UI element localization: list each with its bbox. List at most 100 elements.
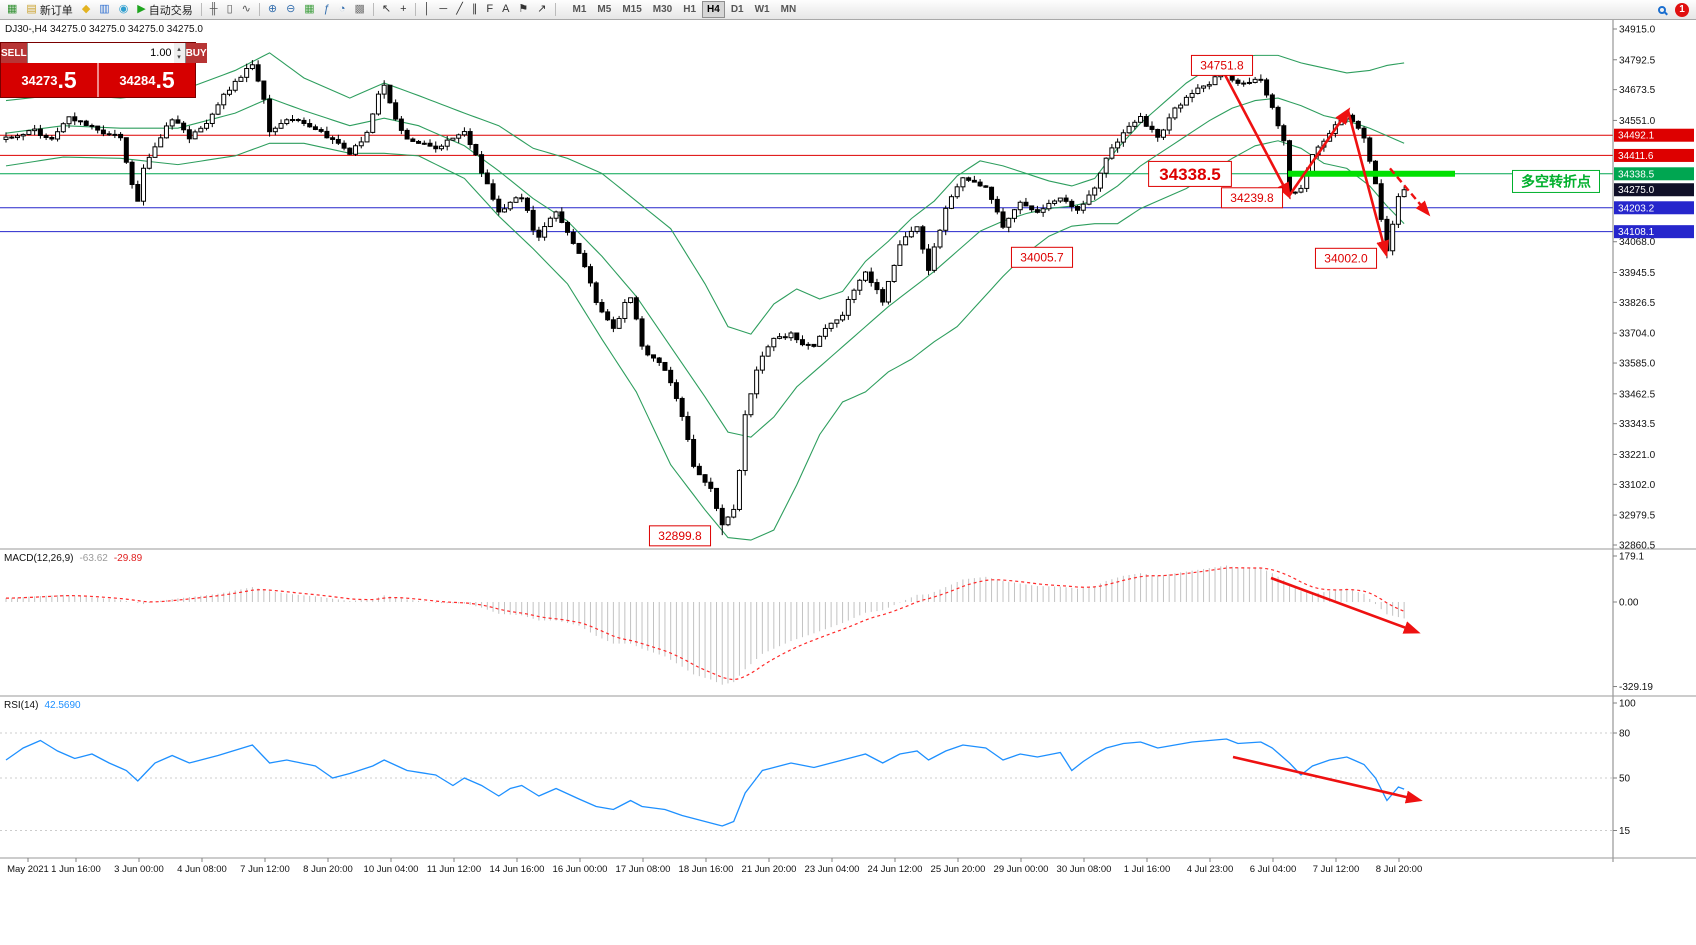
annotation-text: 34002.0 <box>1324 252 1368 266</box>
indicators-button[interactable]: ƒ <box>320 1 334 18</box>
chart-canvas[interactable]: 34751.8 34338.5 34239.8 34005.7 34002.0 32899… <box>0 20 1696 945</box>
time-tick-label[interactable]: 8 Jun 20:00 <box>303 864 353 875</box>
market-watch-button[interactable]: ▥ <box>95 1 113 18</box>
trendline-tool-button[interactable]: ╱ <box>452 1 467 18</box>
time-tick-label[interactable]: 18 Jun 16:00 <box>679 864 734 875</box>
main-chart-panel[interactable] <box>0 52 1613 541</box>
text-tool-button[interactable]: A <box>498 1 513 18</box>
time-tick-label[interactable]: 17 Jun 08:00 <box>616 864 671 875</box>
new-order-button[interactable]: ▤ 新订单 <box>22 1 76 18</box>
candlestick-mode-button[interactable]: ▯ <box>223 1 237 18</box>
time-tick-label[interactable]: 8 Jul 20:00 <box>1376 864 1422 875</box>
volume-increase-button[interactable]: ▴ <box>177 45 181 53</box>
line-chart-mode-icon: ∿ <box>241 3 251 15</box>
notification-badge[interactable]: 1 <box>1675 2 1689 17</box>
bollinger-middle-band <box>5 97 1405 438</box>
timeframe-m15-button[interactable]: M15 <box>617 1 646 18</box>
annotation-box <box>648 525 712 547</box>
templates-button[interactable]: ▩ <box>350 1 368 18</box>
cursor-button[interactable]: ↖ <box>378 1 395 18</box>
price-tick-label: 34551.0 <box>1619 116 1656 127</box>
time-tick-label[interactable]: 23 Jun 04:00 <box>805 864 860 875</box>
line-chart-mode-button[interactable]: ∿ <box>238 1 255 18</box>
price-tick-label: 33826.5 <box>1619 298 1656 309</box>
time-tick-label[interactable]: 4 Jul 23:00 <box>1187 864 1233 875</box>
axis-price-flag-text: 34275.0 <box>1618 185 1655 196</box>
chart-window[interactable]: 34751.8 34338.5 34239.8 34005.7 34002.0 32899… <box>0 20 1696 945</box>
data-window-button[interactable]: ◉ <box>115 1 133 18</box>
timeframe-d1-button[interactable]: D1 <box>726 1 749 18</box>
trend-arrow <box>1287 107 1351 197</box>
zoom-in-button[interactable]: ⊕ <box>264 1 281 18</box>
volume-decrease-button[interactable]: ▾ <box>177 53 181 61</box>
time-tick-label[interactable]: 7 Jul 12:00 <box>1313 864 1359 875</box>
time-tick-label[interactable]: May 2021 <box>7 864 49 875</box>
channel-tool-button[interactable]: ∥ <box>468 1 482 18</box>
timeframe-m30-button[interactable]: M30 <box>648 1 677 18</box>
crosshair-button[interactable]: + <box>396 1 410 18</box>
buy-price-prefix: 34284 <box>119 72 156 88</box>
time-tick-label[interactable]: 4 Jun 08:00 <box>177 864 227 875</box>
one-click-trading-panel: SELL ▴ ▾ BUY 34273.5 34284.5 <box>0 42 207 98</box>
time-tick-label[interactable]: 3 Jun 00:00 <box>114 864 164 875</box>
axis-price-flag <box>1614 183 1694 197</box>
volume-input[interactable] <box>27 43 174 63</box>
time-tick-label[interactable]: 25 Jun 20:00 <box>931 864 986 875</box>
rsi-title: RSI(14) 42.5690 <box>4 700 81 711</box>
arrows-tool-button[interactable]: ↗ <box>533 1 550 18</box>
templates-icon: ▩ <box>354 3 365 15</box>
time-tick-label[interactable]: 1 Jul 16:00 <box>1124 864 1170 875</box>
horizontal-line-tool-button[interactable]: ─ <box>435 1 451 18</box>
price-tick-label: 33102.0 <box>1619 480 1656 491</box>
bollinger-lower-band <box>5 140 1405 541</box>
volume-stepper: ▴ ▾ <box>26 43 186 63</box>
favorites-button[interactable]: ◆ <box>78 1 94 18</box>
sell-price-display[interactable]: 34273.5 <box>1 63 97 97</box>
time-tick-label[interactable]: 11 Jun 12:00 <box>427 864 481 875</box>
chart-ohlc-label: DJ30-,H4 34275.0 34275.0 34275.0 34275.0 <box>5 24 203 35</box>
time-tick-label[interactable]: 29 Jun 00:00 <box>994 864 1049 875</box>
timeframe-mn-button[interactable]: MN <box>776 1 802 18</box>
fibonacci-tool-button[interactable]: F <box>482 1 497 18</box>
label-tool-icon: ⚑ <box>518 3 529 15</box>
time-tick-label[interactable]: 14 Jun 16:00 <box>490 864 545 875</box>
sell-button[interactable]: SELL <box>1 43 27 63</box>
time-tick-label[interactable]: 30 Jun 08:00 <box>1057 864 1112 875</box>
label-tool-button[interactable]: ⚑ <box>514 1 532 18</box>
time-tick-label[interactable]: 7 Jun 12:00 <box>240 864 290 875</box>
price-tick-label: 34915.0 <box>1619 25 1656 36</box>
vertical-line-tool-button[interactable]: │ <box>420 1 435 18</box>
auto-trading-label: 自动交易 <box>148 4 193 17</box>
price-tick-label: 33221.0 <box>1619 450 1656 461</box>
auto-trading-button[interactable]: ▶ 自动交易 <box>133 1 196 18</box>
timeframe-h1-button[interactable]: H1 <box>678 1 701 18</box>
annotation-box <box>1010 246 1074 268</box>
bar-chart-mode-button[interactable]: ╫ <box>206 1 222 18</box>
zoom-out-button[interactable]: ⊖ <box>282 1 299 18</box>
search-button[interactable] <box>1654 1 1670 18</box>
tile-windows-button[interactable]: ▦ <box>300 1 318 18</box>
time-tick-label[interactable]: 10 Jun 04:00 <box>364 864 419 875</box>
time-tick-label[interactable]: 21 Jun 20:00 <box>742 864 797 875</box>
time-tick-label[interactable]: 6 Jul 04:00 <box>1250 864 1296 875</box>
timeframe-w1-button[interactable]: W1 <box>750 1 775 18</box>
timeframe-m1-button[interactable]: M1 <box>568 1 592 18</box>
timeframe-h4-button[interactable]: H4 <box>702 1 725 18</box>
timeframe-m5-button[interactable]: M5 <box>592 1 616 18</box>
buy-price-display[interactable]: 34284.5 <box>97 63 195 97</box>
time-tick-label[interactable]: 24 Jun 12:00 <box>868 864 923 875</box>
time-tick-label[interactable]: 16 Jun 00:00 <box>553 864 608 875</box>
annotation-text: 32899.8 <box>658 529 702 543</box>
buy-button[interactable]: BUY <box>185 43 207 63</box>
axis-price-flag <box>1614 225 1694 239</box>
data-window-icon: ◉ <box>118 3 129 15</box>
axis-price-flag <box>1614 167 1694 181</box>
time-tick-label[interactable]: 1 Jun 16:00 <box>51 864 101 875</box>
macd-panel[interactable] <box>5 565 1405 685</box>
bollinger-upper-band <box>5 52 1405 335</box>
periods-button[interactable]: ◔ <box>335 1 350 18</box>
new-chart-button[interactable]: ▦ <box>3 1 21 18</box>
toolbar-separator <box>554 3 556 16</box>
main-toolbar: ▦ ▤ 新订单 ◆ ▥ ◉ ▶ 自动交易 ╫ ▯ ∿ ⊕ ⊖ ▦ ƒ ◔ ▩ ↖ + │ ─ ╱ ∥ F A ⚑ ↗ M1 M5 M15… <box>0 0 1696 20</box>
rsi-panel[interactable] <box>0 732 1613 831</box>
